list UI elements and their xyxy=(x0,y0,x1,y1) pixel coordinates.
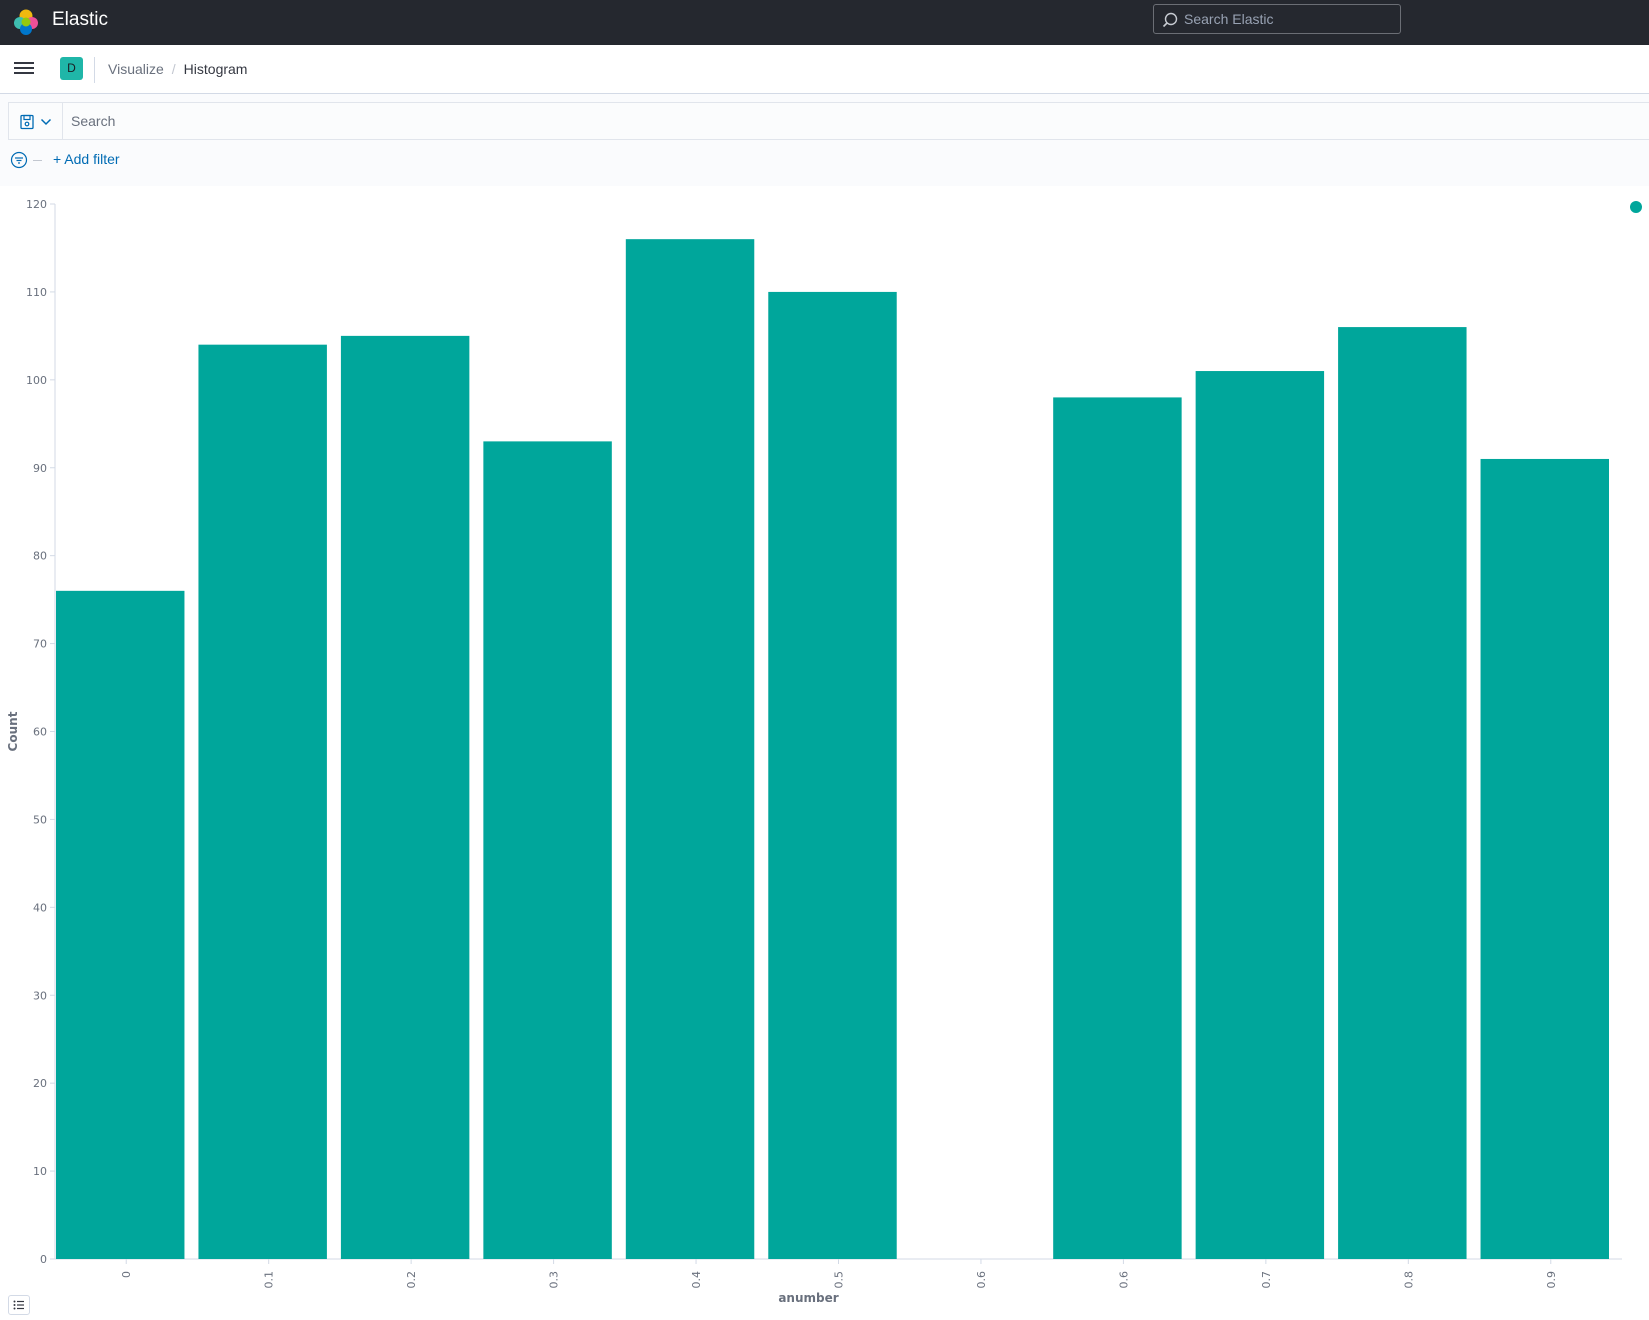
query-search-input[interactable] xyxy=(71,111,1631,131)
chevron-down-icon xyxy=(40,118,52,126)
y-tick-label: 80 xyxy=(33,550,47,563)
add-filter-button[interactable]: + Add filter xyxy=(53,151,120,167)
x-tick-label: 0.4 xyxy=(690,1271,703,1289)
filter-icon[interactable] xyxy=(10,151,28,169)
bar xyxy=(1338,327,1467,1259)
y-tick-label: 40 xyxy=(33,901,47,914)
y-tick-label: 0 xyxy=(40,1253,47,1266)
nav-divider xyxy=(94,57,95,83)
bar xyxy=(625,239,755,1259)
saved-query-button[interactable] xyxy=(9,103,63,139)
breadcrumb-visualize[interactable]: Visualize xyxy=(108,61,164,77)
y-tick-label: 10 xyxy=(33,1165,47,1178)
y-tick-label: 100 xyxy=(26,374,47,387)
search-icon xyxy=(1162,12,1178,28)
breadcrumb-bar: D Visualize / Histogram xyxy=(0,45,1649,94)
breadcrumb: Visualize / Histogram xyxy=(108,61,247,77)
x-tick-label: 0 xyxy=(120,1271,133,1278)
y-tick-label: 70 xyxy=(33,638,47,651)
elastic-logo-icon[interactable] xyxy=(12,8,40,36)
x-tick-label: 0.5 xyxy=(833,1271,846,1289)
bar xyxy=(768,291,897,1260)
x-tick-label: 0.2 xyxy=(405,1271,418,1289)
bar xyxy=(340,335,470,1259)
y-axis-title: Count xyxy=(6,711,20,751)
x-tick-label: 0.6 xyxy=(1117,1271,1130,1289)
legend-toggle-button[interactable] xyxy=(8,1295,30,1315)
global-header: Elastic xyxy=(0,0,1649,45)
histogram-chart: 0 10 20 30 40 50 60 70 80 90 100 110 120 0 0.1 0.2 0.3 0.… xyxy=(6,198,1642,1305)
bar xyxy=(1480,458,1609,1259)
x-tick-label: 0.3 xyxy=(548,1271,561,1289)
bar xyxy=(483,441,612,1259)
filter-divider xyxy=(33,160,42,161)
save-icon xyxy=(20,114,34,130)
space-avatar[interactable]: D xyxy=(60,57,83,80)
query-bar: + Add filter xyxy=(0,94,1649,186)
bar xyxy=(56,590,185,1259)
y-tick-label: 120 xyxy=(26,198,47,211)
y-tick-label: 60 xyxy=(33,726,47,739)
list-icon xyxy=(13,1300,24,1310)
legend-series-marker[interactable] xyxy=(1630,201,1642,213)
bar xyxy=(198,344,327,1259)
app-title[interactable]: Elastic xyxy=(52,9,108,30)
bar xyxy=(1195,371,1325,1259)
query-input-container xyxy=(8,102,1649,140)
y-tick-label: 20 xyxy=(33,1077,47,1090)
y-tick-label: 50 xyxy=(33,813,47,826)
global-search-input[interactable] xyxy=(1184,9,1394,29)
x-axis-title: anumber xyxy=(778,1291,838,1305)
x-tick-label: 0.7 xyxy=(1260,1271,1273,1289)
bar xyxy=(1053,397,1182,1259)
x-tick-label: 0.6 xyxy=(975,1271,988,1289)
x-tick-label: 0.9 xyxy=(1545,1271,1558,1289)
hamburger-menu-icon[interactable] xyxy=(14,59,34,77)
y-tick-label: 30 xyxy=(33,989,47,1002)
x-tick-label: 0.1 xyxy=(263,1271,276,1289)
breadcrumb-histogram: Histogram xyxy=(183,61,248,77)
x-tick-label: 0.8 xyxy=(1402,1271,1415,1289)
y-tick-label: 110 xyxy=(26,286,47,299)
y-tick-label: 90 xyxy=(33,462,47,475)
global-search[interactable] xyxy=(1153,4,1401,34)
breadcrumb-separator: / xyxy=(171,61,176,77)
